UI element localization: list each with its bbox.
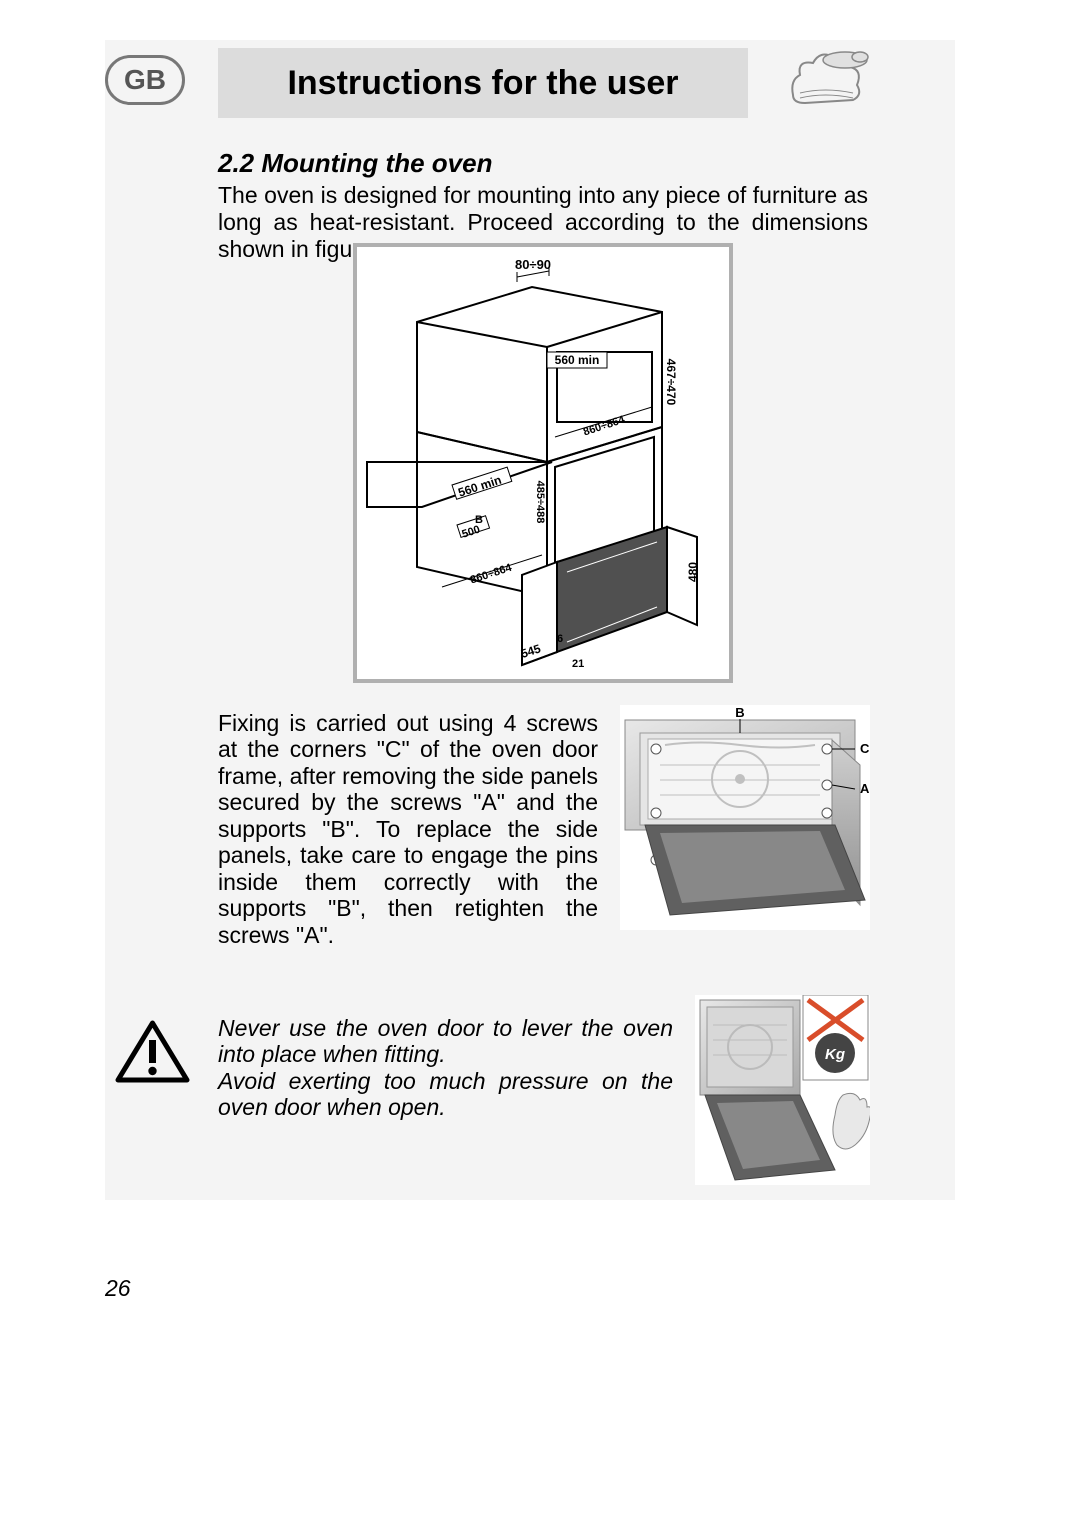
fixing-label-a: A: [860, 781, 870, 796]
screw-fixing-figure: B C A: [620, 705, 870, 930]
kg-label: Kg: [825, 1046, 845, 1063]
language-code: GB: [124, 64, 166, 96]
language-badge: GB: [105, 55, 185, 105]
page-title-bar: Instructions for the user: [218, 48, 748, 118]
dim-oven-height: 480: [686, 562, 700, 582]
dim-mid-height: 485÷488: [534, 481, 546, 524]
dim-upper-height: 467÷470: [664, 359, 678, 406]
page-number: 26: [105, 1275, 131, 1302]
mounting-dimensions-figure: 80÷90 560 min 467÷470 560 min 860÷864 48…: [353, 243, 733, 683]
fixing-instructions-text: Fixing is carried out using 4 screws at …: [218, 710, 598, 948]
fixing-label-b: B: [735, 705, 744, 720]
door-pressure-figure: Kg: [695, 995, 870, 1185]
warning-text: Never use the oven door to lever the ove…: [218, 1015, 673, 1121]
page-title: Instructions for the user: [287, 64, 678, 103]
warning-triangle-icon: [115, 1020, 190, 1085]
section-heading: 2.2 Mounting the oven: [218, 148, 492, 179]
chef-hat-icon: [785, 45, 870, 120]
dim-top-gap: 80÷90: [515, 257, 551, 272]
dim-upper-width: 560 min: [555, 353, 600, 367]
dim-lower-width: 860÷864: [469, 562, 514, 587]
fixing-label-c: C: [860, 741, 870, 756]
dim-offset-small: 21: [572, 658, 584, 670]
dim-offset-tiny: 6: [557, 633, 563, 645]
dim-counter-width: 860÷864: [582, 414, 627, 439]
